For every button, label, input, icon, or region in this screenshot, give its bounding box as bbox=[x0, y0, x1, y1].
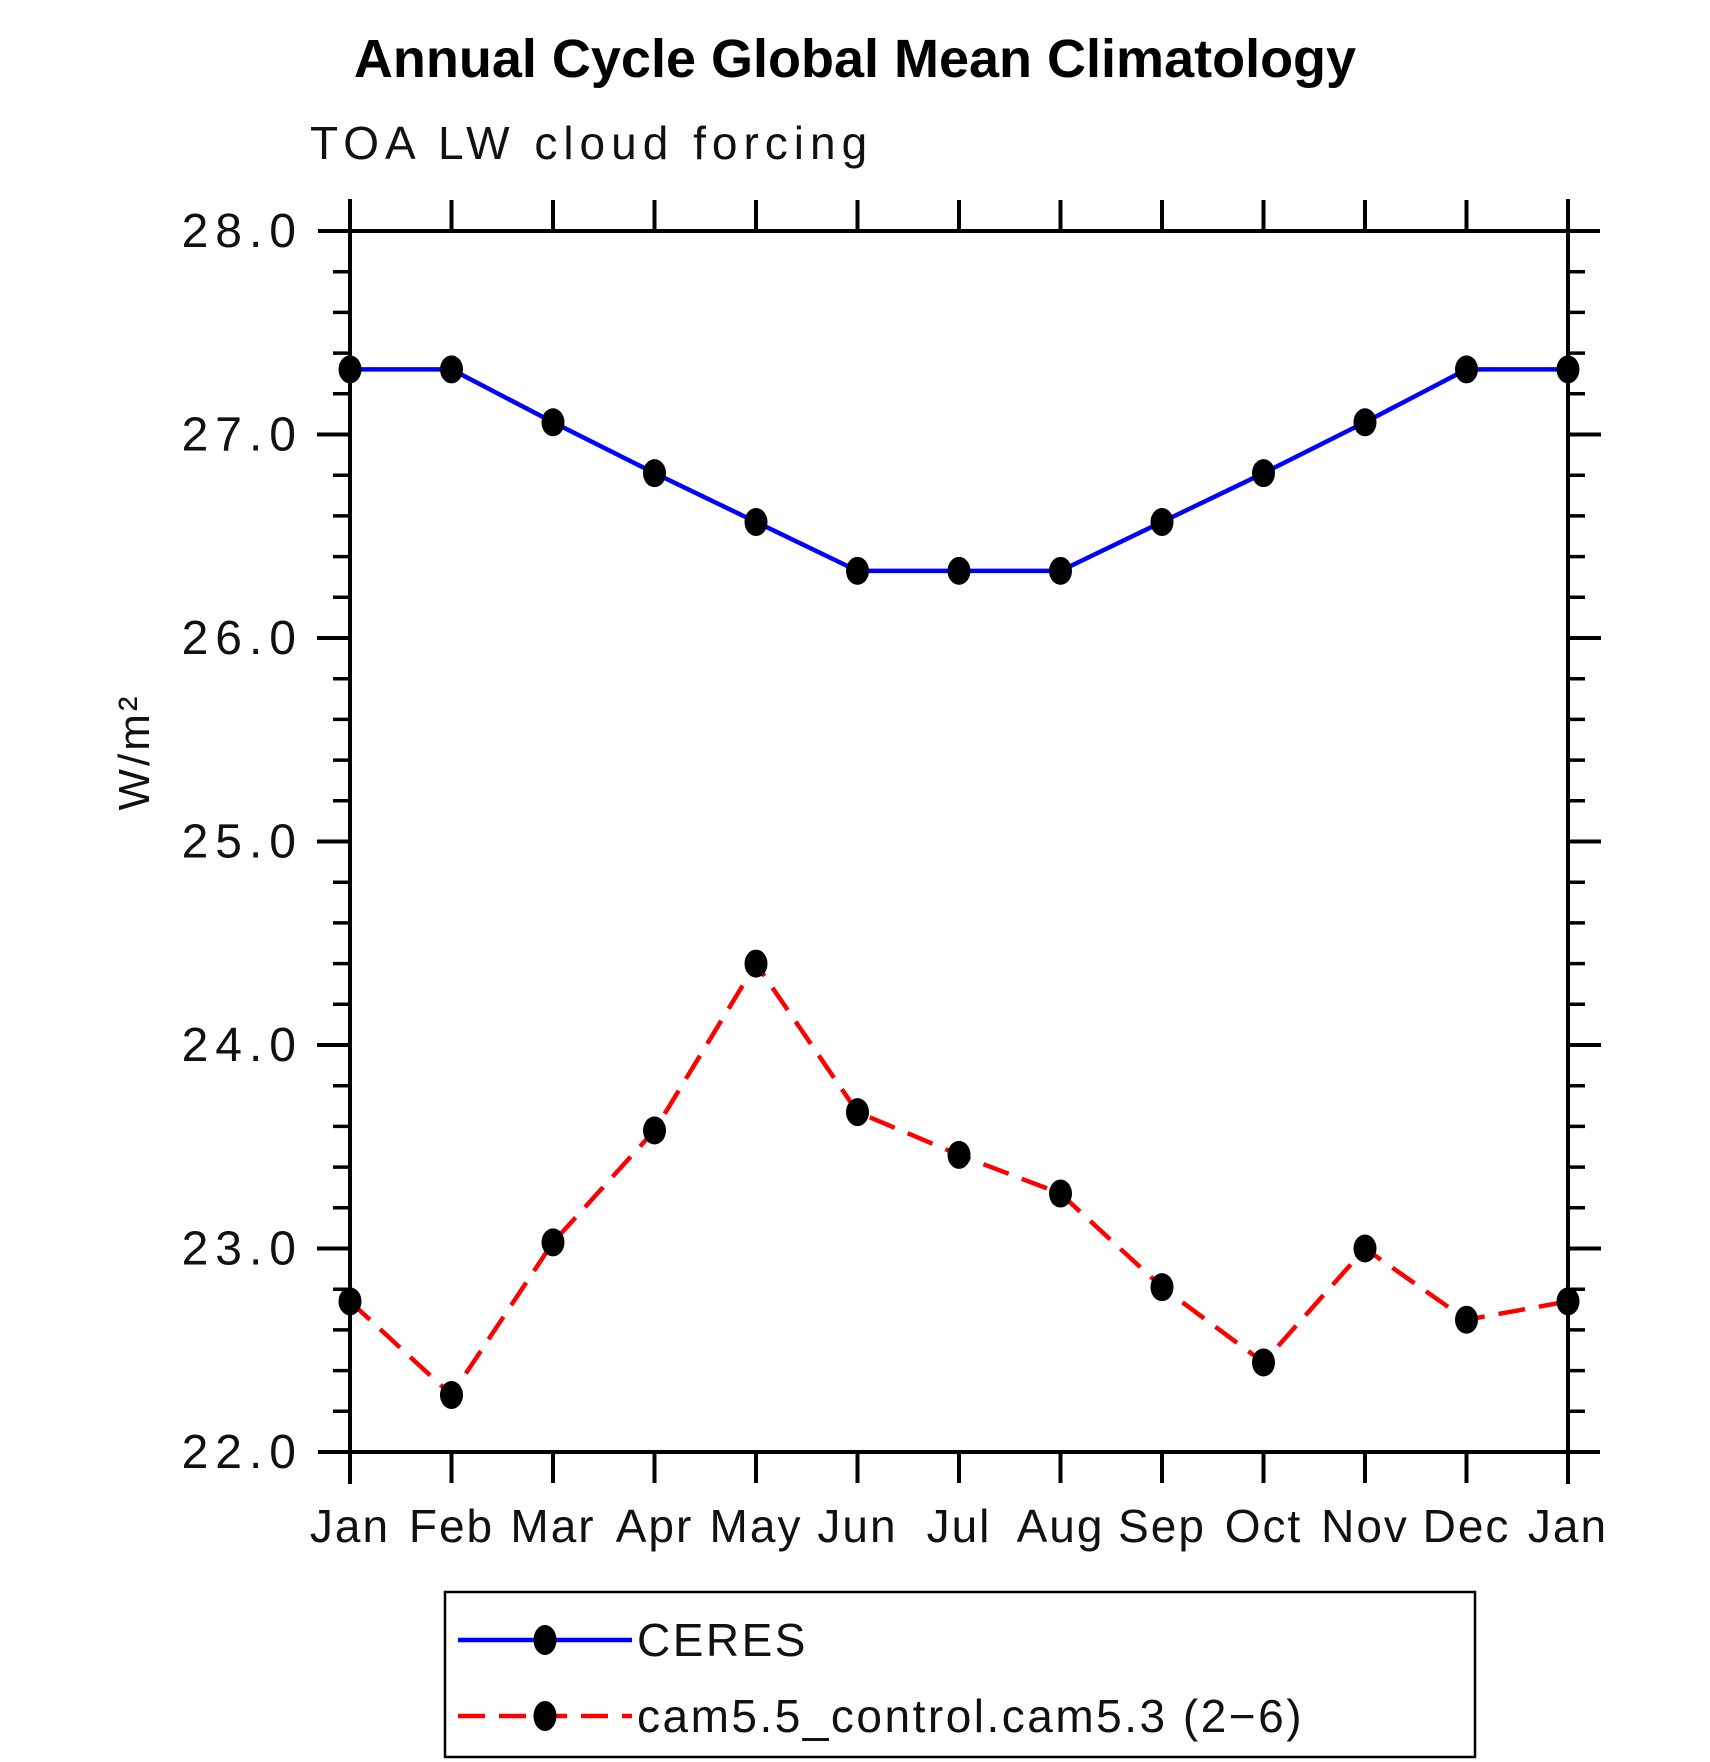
data-point-marker bbox=[846, 1098, 869, 1127]
svg-text:Dec: Dec bbox=[1423, 1500, 1511, 1552]
svg-text:Apr: Apr bbox=[616, 1500, 694, 1552]
chart-subtitle: TOA LW cloud forcing bbox=[310, 117, 874, 169]
data-point-marker bbox=[947, 556, 971, 585]
svg-text:25.0: 25.0 bbox=[182, 816, 303, 869]
data-point-marker bbox=[1556, 1287, 1580, 1316]
data-point-marker bbox=[1252, 459, 1275, 488]
svg-text:Jan: Jan bbox=[310, 1500, 390, 1552]
svg-text:Feb: Feb bbox=[409, 1500, 494, 1552]
data-point-marker bbox=[643, 1116, 666, 1145]
data-point-marker bbox=[1556, 355, 1580, 384]
data-point-marker bbox=[541, 408, 565, 437]
data-point-marker bbox=[1252, 1348, 1275, 1377]
legend-label-model: cam5.5_control.cam5.3 (2−6) bbox=[637, 1690, 1305, 1742]
data-point-marker bbox=[338, 355, 362, 384]
chart-title: Annual Cycle Global Mean Climatology bbox=[353, 29, 1357, 89]
data-point-marker bbox=[1150, 1273, 1174, 1302]
svg-text:26.0: 26.0 bbox=[182, 612, 303, 665]
data-point-marker bbox=[947, 1140, 971, 1169]
data-point-marker bbox=[1049, 556, 1072, 585]
svg-text:22.0: 22.0 bbox=[182, 1426, 303, 1479]
svg-text:Oct: Oct bbox=[1225, 1500, 1303, 1552]
legend-sample-marker bbox=[533, 1625, 557, 1655]
svg-text:Jan: Jan bbox=[1528, 1500, 1608, 1552]
svg-text:May: May bbox=[710, 1500, 803, 1552]
svg-text:23.0: 23.0 bbox=[182, 1223, 303, 1276]
legend-sample-marker bbox=[533, 1701, 557, 1731]
svg-text:28.0: 28.0 bbox=[182, 205, 303, 258]
y-axis-ticks bbox=[317, 269, 1601, 1414]
legend-label-ceres: CERES bbox=[637, 1614, 808, 1666]
svg-text:Aug: Aug bbox=[1017, 1500, 1105, 1552]
data-point-marker bbox=[744, 508, 768, 537]
legend bbox=[443, 1590, 1477, 1759]
x-axis-tick-labels: Jan Feb Mar Apr May Jun Jul Aug Sep Oct Nov Dec Jan bbox=[310, 1500, 1608, 1552]
svg-text:Nov: Nov bbox=[1321, 1500, 1409, 1552]
y-axis-tick-labels: 22.0 23.0 24.0 25.0 26.0 27.0 28.0 bbox=[182, 205, 303, 1479]
data-point-marker bbox=[846, 556, 869, 585]
data-point-marker bbox=[440, 355, 463, 384]
data-point-marker bbox=[541, 1228, 565, 1257]
svg-text:Jul: Jul bbox=[927, 1500, 992, 1552]
data-point-marker bbox=[1455, 1305, 1478, 1334]
data-point-marker bbox=[1353, 1234, 1377, 1263]
series-ceres bbox=[338, 355, 1580, 585]
data-point-marker bbox=[1353, 408, 1377, 437]
data-point-marker bbox=[1150, 508, 1174, 537]
axes bbox=[318, 199, 1600, 1484]
svg-text:27.0: 27.0 bbox=[182, 409, 303, 462]
data-point-marker bbox=[744, 949, 768, 978]
data-point-marker bbox=[338, 1287, 362, 1316]
data-point-marker bbox=[643, 459, 666, 488]
svg-text:24.0: 24.0 bbox=[182, 1019, 303, 1072]
data-point-marker bbox=[1455, 355, 1478, 384]
data-point-marker bbox=[440, 1381, 463, 1410]
data-point-marker bbox=[1049, 1179, 1072, 1208]
svg-text:Mar: Mar bbox=[510, 1500, 595, 1552]
svg-text:Sep: Sep bbox=[1118, 1500, 1206, 1552]
x-axis-ticks bbox=[348, 200, 1570, 1483]
svg-text:Jun: Jun bbox=[817, 1500, 897, 1552]
series-model bbox=[338, 949, 1580, 1410]
